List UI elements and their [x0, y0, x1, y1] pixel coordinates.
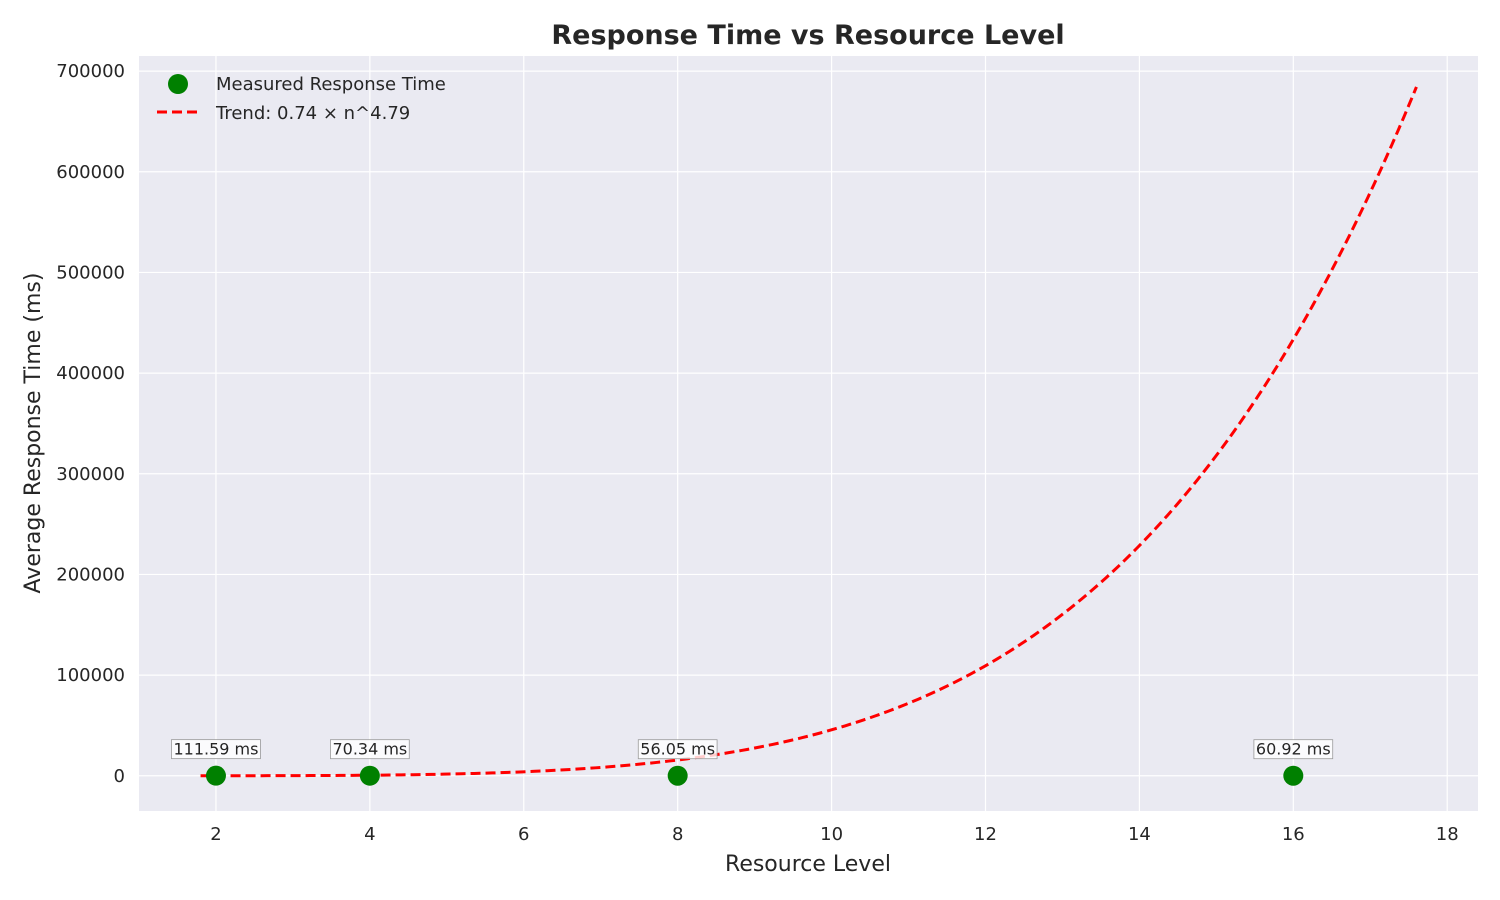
data-point	[667, 765, 688, 786]
scatter-points-layer	[205, 765, 1304, 786]
data-label: 60.92 ms	[1253, 739, 1334, 760]
y-tick-label: 0	[114, 766, 125, 787]
x-axis-label: Resource Level	[725, 852, 891, 877]
data-label: 70.34 ms	[330, 739, 410, 760]
trend-line-layer	[200, 86, 1418, 778]
legend-label-measured: Measured Response Time	[216, 74, 446, 95]
x-tick-label: 16	[1282, 824, 1305, 845]
data-label-box	[1253, 739, 1334, 760]
x-tick-label: 12	[974, 824, 997, 845]
x-tick-label: 6	[518, 824, 529, 845]
x-tick-label: 8	[672, 824, 683, 845]
x-tick-label: 10	[820, 824, 843, 845]
data-point	[1283, 765, 1304, 786]
data-label-text: 111.59 ms	[173, 740, 258, 759]
y-tick-label: 100000	[56, 665, 125, 686]
x-tick-label: 4	[364, 824, 375, 845]
chart-title: Response Time vs Resource Level	[551, 20, 1064, 51]
y-axis-label: Average Response Time (ms)	[21, 273, 46, 594]
legend-label-trend: Trend: 0.74 × n^4.79	[215, 103, 410, 124]
data-label-text: 70.34 ms	[332, 740, 407, 759]
data-labels-layer: 111.59 ms 70.34 ms 56.05 ms 60.92 ms	[171, 739, 1334, 760]
y-tick-label: 200000	[56, 564, 125, 585]
legend: Measured Response Time Trend: 0.74 × n^4…	[157, 74, 446, 124]
y-tick-label: 700000	[56, 61, 125, 82]
plot-area	[139, 56, 1478, 811]
data-label-text: 56.05 ms	[640, 740, 715, 759]
y-tick-label: 500000	[56, 262, 125, 283]
data-point	[205, 765, 226, 786]
data-label-box	[171, 739, 261, 760]
x-tick-label: 2	[210, 824, 221, 845]
x-tick-label: 14	[1128, 824, 1151, 845]
grid	[139, 56, 1478, 811]
y-tick-label: 300000	[56, 464, 125, 485]
tick-labels: 2 4 6 8 10 12 14 16 18 0 100000 200000 300000 400000 5…	[56, 61, 1458, 845]
data-label-box	[330, 739, 410, 760]
y-tick-label: 400000	[56, 363, 125, 384]
data-point	[359, 765, 380, 786]
data-label: 56.05 ms	[637, 739, 718, 760]
y-tick-label: 600000	[56, 162, 125, 183]
legend-marker-measured	[168, 74, 188, 94]
data-label-box	[637, 739, 718, 760]
data-label-text: 60.92 ms	[1256, 740, 1331, 759]
data-label: 111.59 ms	[171, 739, 261, 760]
trend-line	[200, 86, 1418, 778]
x-tick-label: 18	[1436, 824, 1459, 845]
